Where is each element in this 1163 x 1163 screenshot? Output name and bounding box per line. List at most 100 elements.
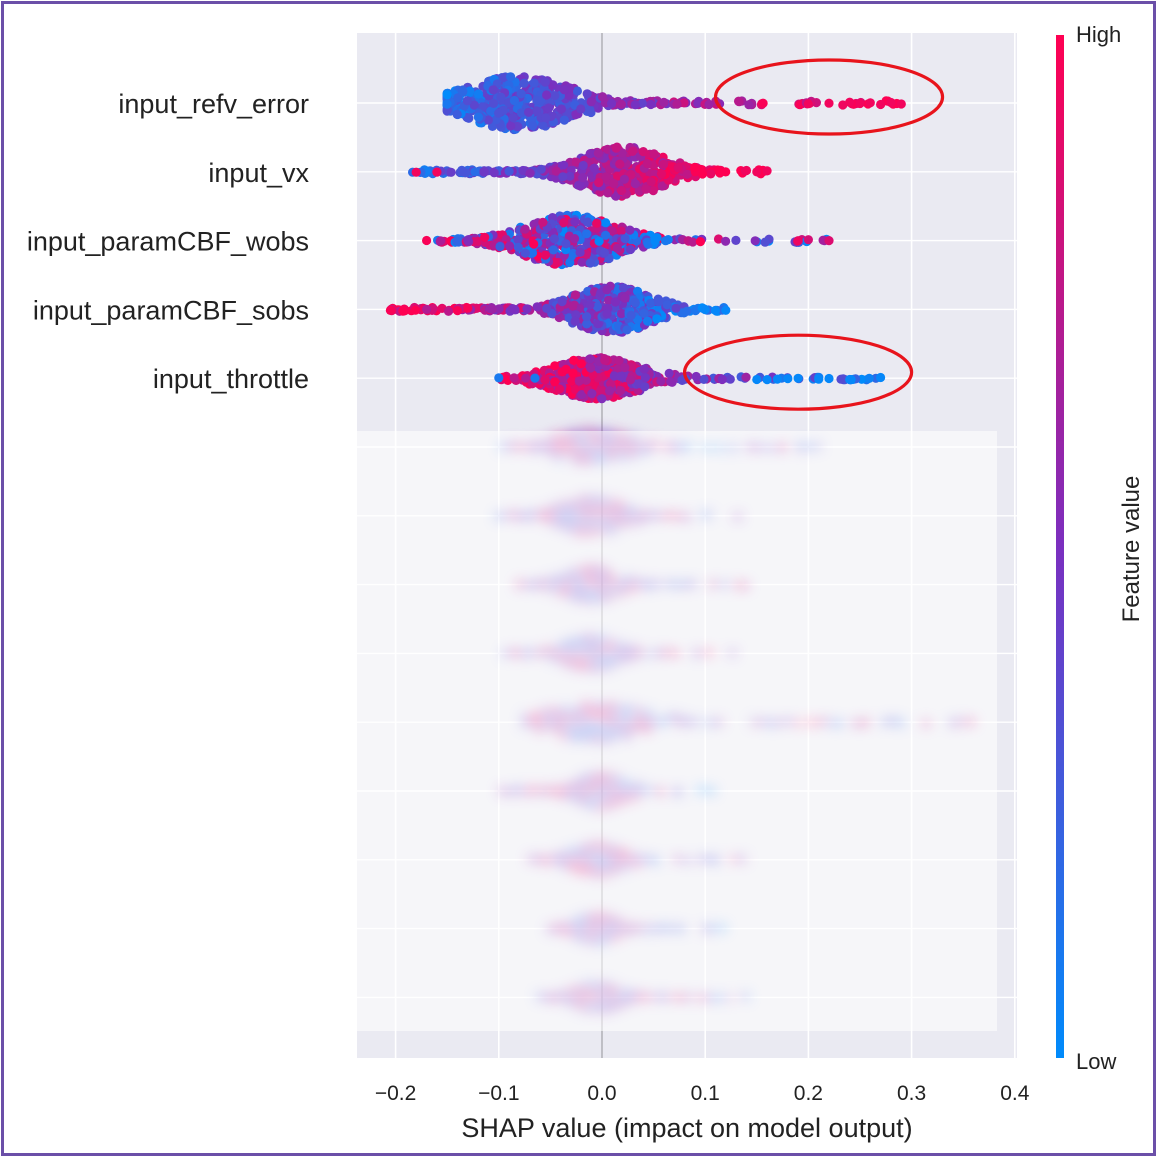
shap-point xyxy=(793,236,803,246)
shap-point xyxy=(582,89,592,99)
shap-point xyxy=(452,236,462,246)
shap-point xyxy=(639,364,649,374)
shap-point xyxy=(614,355,624,366)
shap-point xyxy=(544,103,554,113)
shap-point xyxy=(693,98,703,108)
shap-point xyxy=(699,374,709,384)
shap-point xyxy=(626,310,636,320)
shap-point xyxy=(601,230,611,240)
shap-point xyxy=(462,96,472,106)
shap-point xyxy=(616,185,627,196)
shap-point xyxy=(752,374,762,385)
shap-point xyxy=(567,376,577,386)
shap-point xyxy=(561,364,571,374)
shap-point xyxy=(565,171,575,181)
shap-point xyxy=(463,235,473,245)
shap-point xyxy=(549,234,560,244)
shap-point xyxy=(731,235,741,245)
shap-point xyxy=(793,373,803,383)
shap-point xyxy=(752,167,762,177)
shap-point xyxy=(494,373,504,383)
shap-point xyxy=(620,234,630,244)
feature-row xyxy=(494,353,886,404)
shap-point xyxy=(652,314,662,324)
shap-point xyxy=(582,217,593,227)
shap-point xyxy=(585,258,595,268)
shap-point xyxy=(592,301,602,312)
shap-point xyxy=(550,361,560,371)
shap-point xyxy=(559,85,569,95)
shap-point xyxy=(725,374,735,384)
shap-point xyxy=(494,108,504,118)
shap-point xyxy=(582,229,592,239)
shap-point xyxy=(593,319,603,329)
shap-point xyxy=(625,225,635,235)
shap-point xyxy=(540,77,550,87)
shap-point xyxy=(508,304,518,314)
shap-point xyxy=(453,93,463,103)
shap-point xyxy=(452,306,463,316)
shap-point xyxy=(607,99,617,109)
shap-point xyxy=(570,316,580,326)
shap-point xyxy=(803,99,814,109)
shap-point xyxy=(508,113,518,123)
shap-point xyxy=(630,297,640,308)
shap-point xyxy=(506,72,516,82)
shap-point xyxy=(574,376,584,386)
shap-point xyxy=(432,167,442,177)
shap-point xyxy=(633,315,643,325)
shap-point xyxy=(713,234,724,244)
shap-point xyxy=(643,239,653,249)
feature-row xyxy=(442,72,906,135)
shap-point xyxy=(803,235,814,245)
shap-point xyxy=(469,100,479,110)
shap-point xyxy=(620,363,630,373)
shap-point xyxy=(398,306,408,316)
shap-point xyxy=(516,89,526,99)
shap-point xyxy=(750,236,760,246)
shap-point xyxy=(619,174,630,184)
shap-point xyxy=(630,100,640,110)
shap-point xyxy=(612,243,622,253)
shap-point xyxy=(717,374,727,384)
shap-point xyxy=(572,86,583,96)
shap-point xyxy=(479,167,489,177)
shap-point xyxy=(422,235,432,246)
shap-point xyxy=(540,250,550,260)
shap-point xyxy=(845,97,855,107)
shap-point xyxy=(558,172,568,182)
shap-point xyxy=(662,300,672,310)
beeswarm-visible-rows xyxy=(385,72,906,404)
shap-point xyxy=(601,172,611,182)
shap-point xyxy=(551,173,561,183)
shap-point xyxy=(657,181,667,191)
shap-point xyxy=(616,226,627,236)
shap-point xyxy=(520,248,530,258)
shap-point xyxy=(594,236,604,246)
shap-point xyxy=(700,305,710,315)
shap-point xyxy=(505,241,515,251)
shap-point xyxy=(637,98,647,108)
shap-point xyxy=(385,305,395,315)
shap-point xyxy=(556,104,567,114)
shap-point xyxy=(557,161,568,171)
shap-point xyxy=(548,245,559,255)
shap-point xyxy=(582,319,592,329)
shap-point xyxy=(473,112,483,122)
shap-point xyxy=(649,149,659,159)
shap-point xyxy=(646,177,656,187)
shap-point xyxy=(616,385,626,396)
shap-point xyxy=(606,379,616,389)
shap-point xyxy=(585,300,595,310)
shap-point xyxy=(554,384,565,394)
shap-point xyxy=(613,364,623,374)
shap-point xyxy=(521,373,531,383)
shap-point xyxy=(666,377,676,387)
shap-point xyxy=(721,167,731,177)
shap-point xyxy=(529,78,539,88)
shap-point xyxy=(488,85,498,95)
shap-point xyxy=(532,302,542,312)
shap-point xyxy=(661,236,671,246)
shap-point xyxy=(597,92,608,102)
